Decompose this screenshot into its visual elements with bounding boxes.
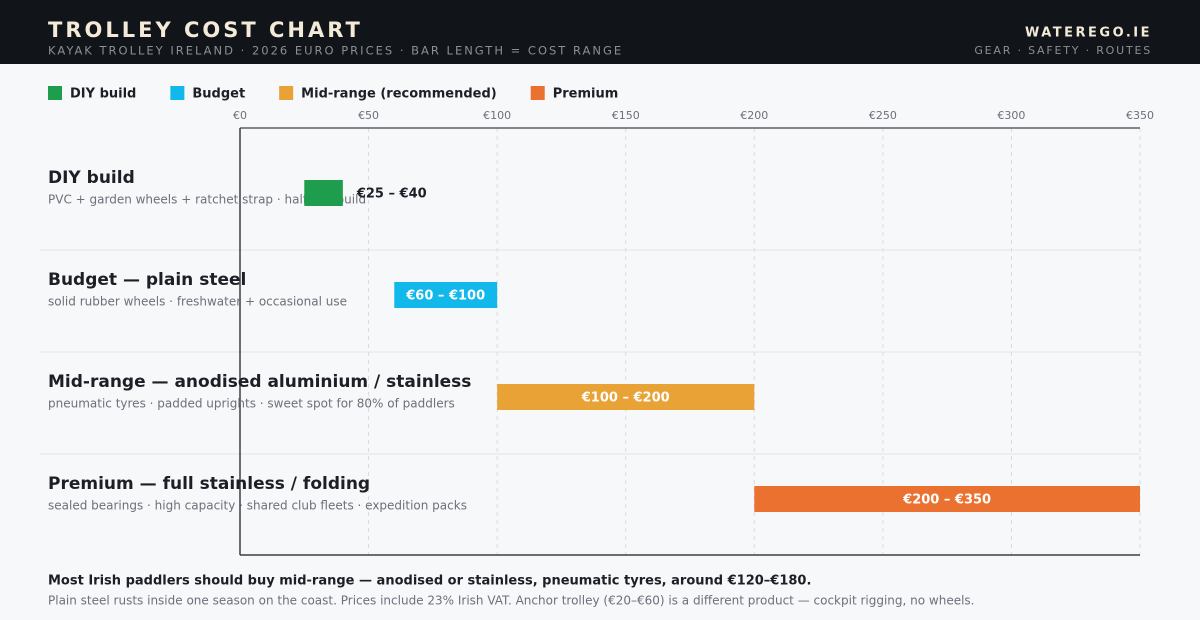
bar xyxy=(304,180,343,206)
x-tick-label: €300 xyxy=(997,109,1025,122)
legend-label: Mid-range (recommended) xyxy=(301,87,497,102)
footer-detail: Plain steel rusts inside one season on t… xyxy=(48,594,975,608)
row-title: DIY build xyxy=(48,168,135,188)
x-tick-label: €100 xyxy=(483,109,511,122)
header-band xyxy=(0,0,1200,64)
legend-label: Budget xyxy=(192,87,245,102)
legend-swatch xyxy=(279,86,294,100)
legend-swatch xyxy=(170,86,185,100)
row-title: Budget — plain steel xyxy=(48,270,246,290)
row-description: solid rubber wheels · freshwater + occas… xyxy=(48,295,347,309)
legend-swatch xyxy=(48,86,62,100)
x-tick-label: €200 xyxy=(740,109,768,122)
x-tick-label: €150 xyxy=(612,109,640,122)
footer-note: Most Irish paddlers should buy mid-range… xyxy=(48,574,811,589)
subtitle: KAYAK TROLLEY IRELAND · 2026 EURO PRICES… xyxy=(48,44,623,58)
row-description: sealed bearings · high capacity · shared… xyxy=(48,499,467,513)
bar xyxy=(497,384,755,410)
row-title: Mid-range — anodised aluminium / stainle… xyxy=(48,372,471,392)
brand: WATEREGO.IE xyxy=(1025,26,1152,41)
bar-label: €25 – €40 xyxy=(356,187,427,202)
bar xyxy=(394,282,498,308)
x-tick-label: €50 xyxy=(358,109,379,122)
bar-label: €200 – €350 xyxy=(902,493,991,508)
legend-swatch xyxy=(530,86,545,100)
x-tick-label: €350 xyxy=(1126,109,1154,122)
x-tick-label: €250 xyxy=(869,109,897,122)
bar xyxy=(754,486,1140,512)
row-description: pneumatic tyres · padded uprights · swee… xyxy=(48,397,455,411)
legend-label: DIY build xyxy=(70,87,136,102)
bar-label: €60 – €100 xyxy=(405,289,485,304)
nav: GEAR · SAFETY · ROUTES xyxy=(974,44,1152,57)
row-description: PVC + garden wheels + ratchet strap · ha… xyxy=(48,193,366,207)
legend-label: Premium xyxy=(553,87,619,102)
row-title: Premium — full stainless / folding xyxy=(48,474,370,494)
x-tick-label: €0 xyxy=(233,109,247,122)
title: TROLLEY COST CHART xyxy=(48,18,363,42)
bar-label: €100 – €200 xyxy=(581,391,670,406)
